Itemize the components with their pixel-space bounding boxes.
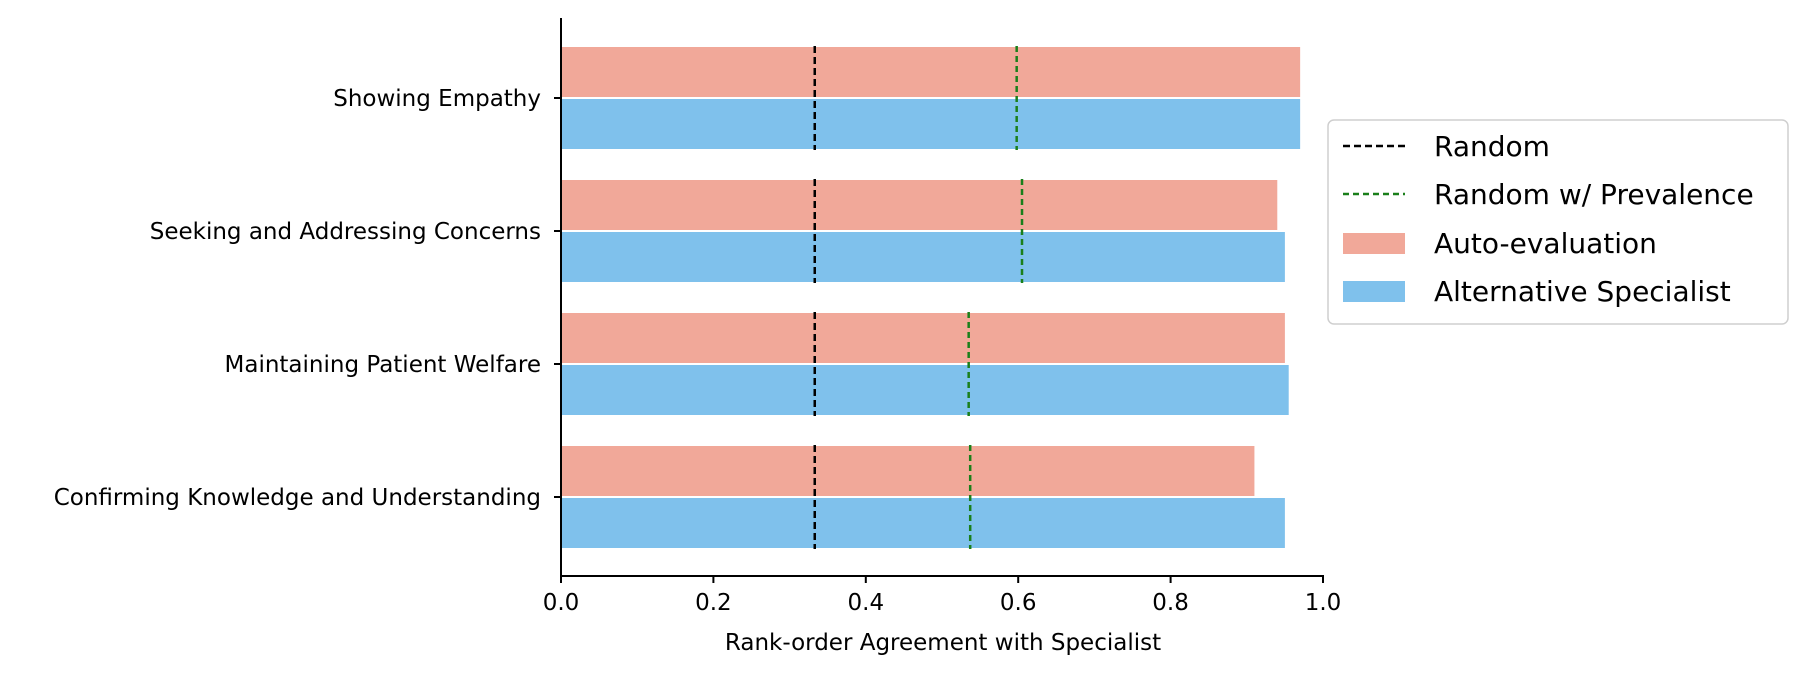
y-tick-label: Showing Empathy [333, 86, 541, 112]
bar-auto-evaluation [561, 180, 1278, 230]
legend-auto-evaluation-marker [1343, 233, 1405, 254]
bar-alternative-specialist [561, 99, 1301, 149]
bar-alternative-specialist [561, 232, 1285, 282]
x-tick-label: 0.2 [695, 590, 732, 616]
x-tick-label: 0.0 [543, 590, 580, 616]
bar-auto-evaluation [561, 313, 1285, 363]
legend-alternative-specialist-label: Alternative Specialist [1434, 275, 1731, 308]
bars-layer [561, 47, 1301, 548]
legend: Random Random w/ Prevalence Auto-evaluatio… [1327, 119, 1789, 325]
x-tick-labels: 0.0 0.2 0.4 0.6 0.8 1.0 [543, 590, 1342, 616]
y-tick-label: Confirming Knowledge and Understanding [54, 485, 541, 511]
legend-random-prevalence-label: Random w/ Prevalence [1434, 178, 1754, 211]
legend-frame [1327, 119, 1789, 325]
x-tick-label: 0.4 [848, 590, 885, 616]
y-tick-labels: Showing Empathy Seeking and Addressing Co… [54, 86, 541, 511]
bar-auto-evaluation [561, 446, 1255, 496]
legend-auto-evaluation-label: Auto-evaluation [1434, 227, 1657, 260]
legend-random-label: Random [1434, 130, 1550, 163]
y-tick-label: Maintaining Patient Welfare [225, 352, 542, 378]
x-tick-label: 0.8 [1152, 590, 1189, 616]
bar-alternative-specialist [561, 365, 1289, 415]
reference-lines-layer [813, 46, 1024, 549]
legend-alternative-specialist-marker [1343, 281, 1405, 302]
x-axis-label: Rank-order Agreement with Specialist [725, 630, 1161, 656]
bar-auto-evaluation [561, 47, 1301, 97]
y-tick-label: Seeking and Addressing Concerns [150, 219, 541, 245]
x-tick-label: 0.6 [1000, 590, 1037, 616]
bar-alternative-specialist [561, 498, 1285, 548]
x-tick-label: 1.0 [1305, 590, 1342, 616]
axes-layer [554, 18, 1324, 583]
